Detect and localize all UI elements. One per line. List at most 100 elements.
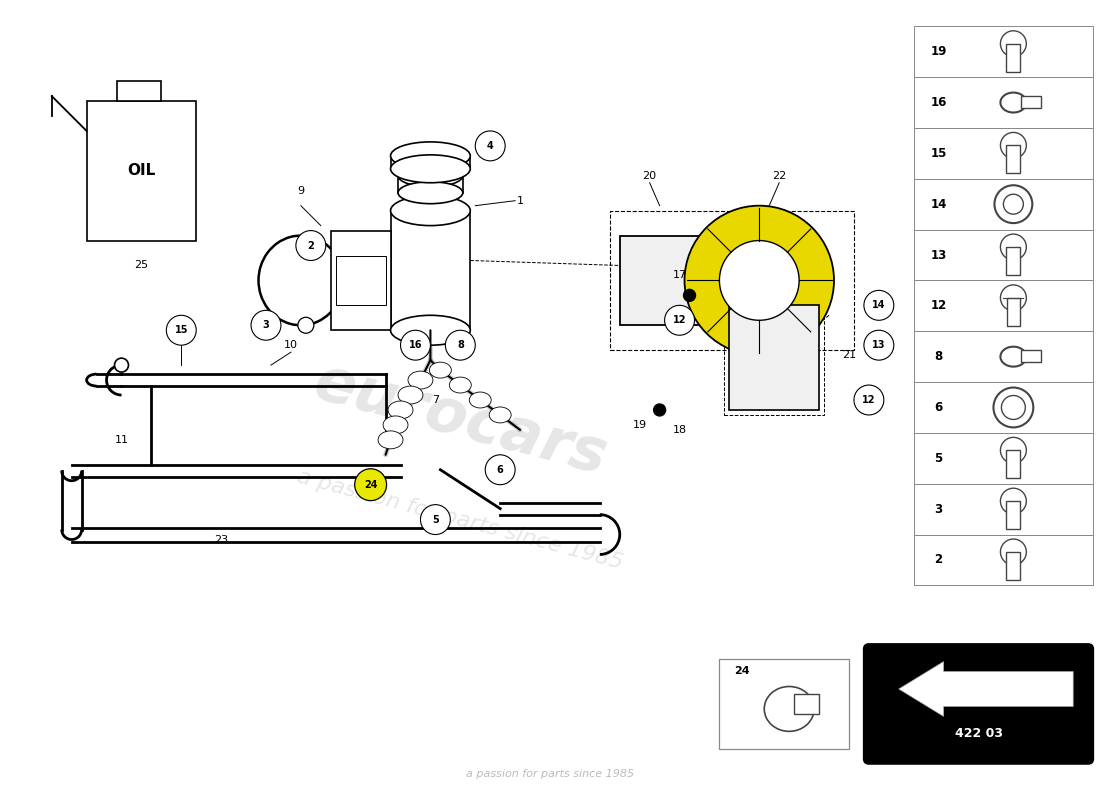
Bar xyxy=(336,255,386,306)
Bar xyxy=(1006,298,1020,326)
Text: 12: 12 xyxy=(931,299,947,312)
Circle shape xyxy=(166,315,196,345)
Circle shape xyxy=(485,455,515,485)
Ellipse shape xyxy=(408,371,433,389)
Circle shape xyxy=(664,306,694,335)
Ellipse shape xyxy=(390,315,471,345)
Bar xyxy=(1006,552,1021,580)
Circle shape xyxy=(475,131,505,161)
Bar xyxy=(1006,501,1021,529)
Bar xyxy=(914,178,1093,230)
Circle shape xyxy=(298,318,314,334)
Bar xyxy=(1006,247,1021,275)
Text: 23: 23 xyxy=(214,534,228,545)
Circle shape xyxy=(446,330,475,360)
Circle shape xyxy=(114,358,129,372)
Text: 24: 24 xyxy=(364,480,377,490)
Text: 20: 20 xyxy=(642,170,657,181)
Text: 16: 16 xyxy=(409,340,422,350)
Circle shape xyxy=(1000,539,1026,565)
Text: 3: 3 xyxy=(263,320,270,330)
Text: OIL: OIL xyxy=(128,163,155,178)
Bar xyxy=(794,694,820,714)
Bar xyxy=(914,331,1093,382)
Circle shape xyxy=(719,241,799,320)
Bar xyxy=(914,281,1093,331)
Circle shape xyxy=(1003,194,1023,214)
Circle shape xyxy=(993,387,1033,427)
Ellipse shape xyxy=(398,165,463,186)
Text: 422 03: 422 03 xyxy=(955,727,1002,740)
Text: 25: 25 xyxy=(134,261,148,270)
Bar xyxy=(725,300,824,415)
Circle shape xyxy=(400,330,430,360)
Ellipse shape xyxy=(378,431,403,449)
Text: 10: 10 xyxy=(284,340,298,350)
Ellipse shape xyxy=(390,155,471,182)
Circle shape xyxy=(354,469,386,501)
Bar xyxy=(914,77,1093,128)
Text: 3: 3 xyxy=(935,502,943,516)
Bar xyxy=(1022,95,1042,107)
Text: 12: 12 xyxy=(862,395,876,405)
Circle shape xyxy=(1000,30,1026,57)
Bar xyxy=(914,128,1093,178)
Bar xyxy=(1006,450,1021,478)
Circle shape xyxy=(1000,488,1026,514)
Bar xyxy=(914,484,1093,534)
Circle shape xyxy=(420,505,450,534)
Text: 15: 15 xyxy=(175,326,188,335)
Text: 13: 13 xyxy=(872,340,886,350)
Bar xyxy=(914,26,1093,77)
Circle shape xyxy=(854,385,883,415)
Circle shape xyxy=(1000,234,1026,260)
Text: 17: 17 xyxy=(672,270,686,281)
Circle shape xyxy=(1000,438,1026,463)
Circle shape xyxy=(251,310,280,340)
Text: 8: 8 xyxy=(935,350,943,363)
Ellipse shape xyxy=(398,386,422,404)
Text: 6: 6 xyxy=(935,401,943,414)
Circle shape xyxy=(1000,285,1026,311)
Bar xyxy=(914,230,1093,281)
Text: 9: 9 xyxy=(297,186,305,196)
Text: 13: 13 xyxy=(931,249,947,262)
Circle shape xyxy=(994,186,1032,223)
Ellipse shape xyxy=(388,401,412,419)
Text: 5: 5 xyxy=(935,452,943,465)
Circle shape xyxy=(653,404,666,416)
Text: 22: 22 xyxy=(772,170,786,181)
Text: eurocars: eurocars xyxy=(307,353,614,487)
Bar xyxy=(87,101,196,241)
Bar xyxy=(914,382,1093,433)
Ellipse shape xyxy=(398,182,463,204)
Bar xyxy=(719,659,849,749)
Bar xyxy=(1006,44,1021,72)
Ellipse shape xyxy=(450,377,471,393)
Ellipse shape xyxy=(470,392,492,408)
Circle shape xyxy=(1000,133,1026,158)
Bar xyxy=(1006,146,1021,174)
Ellipse shape xyxy=(390,196,471,226)
Text: 12: 12 xyxy=(673,315,686,326)
Bar xyxy=(1022,350,1042,362)
Text: 14: 14 xyxy=(931,198,947,210)
FancyBboxPatch shape xyxy=(864,644,1093,764)
Text: 19: 19 xyxy=(931,46,947,58)
Text: 4: 4 xyxy=(487,141,494,151)
Bar xyxy=(331,230,390,330)
Circle shape xyxy=(296,230,326,261)
Bar xyxy=(117,81,162,101)
Bar xyxy=(914,534,1093,586)
Circle shape xyxy=(683,290,695,302)
Text: 7: 7 xyxy=(432,395,439,405)
Bar xyxy=(609,210,854,350)
Text: 2: 2 xyxy=(308,241,315,250)
Ellipse shape xyxy=(490,407,512,423)
Text: a passion for parts since 1985: a passion for parts since 1985 xyxy=(295,466,626,573)
Text: 1: 1 xyxy=(517,196,524,206)
Circle shape xyxy=(864,290,894,320)
FancyBboxPatch shape xyxy=(729,306,820,410)
Text: 19: 19 xyxy=(632,420,647,430)
Text: 14: 14 xyxy=(872,300,886,310)
